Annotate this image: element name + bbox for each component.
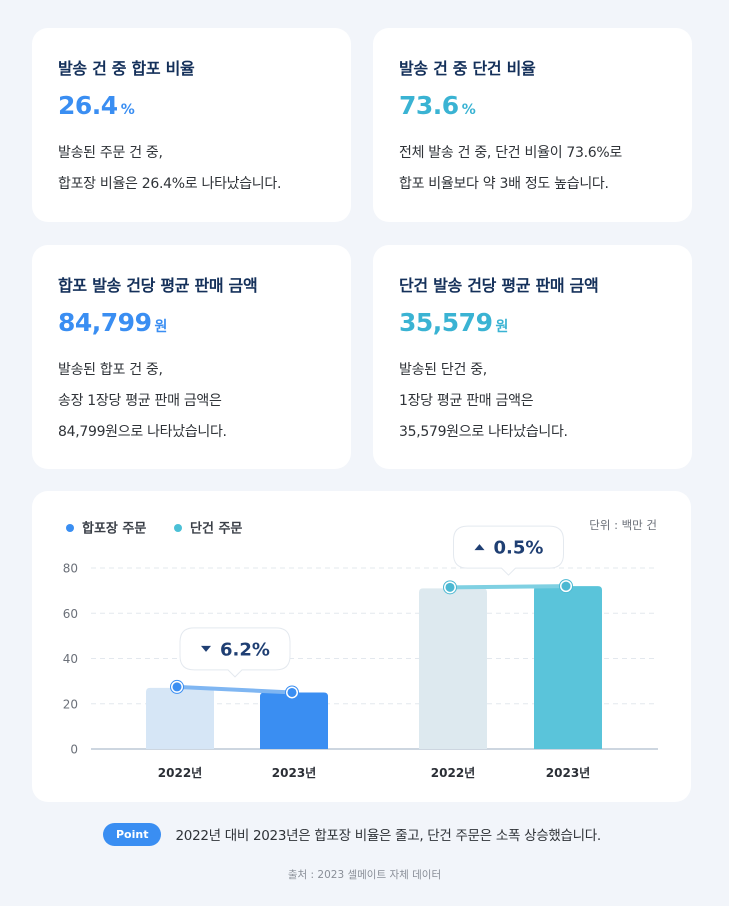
- card-combined-avg-amount: 합포 발송 건당 평균 판매 금액 84,799 원 발송된 합포 건 중, 송장…: [32, 245, 351, 469]
- desc-line: 합포 비율보다 약 3배 정도 높습니다.: [399, 176, 609, 192]
- value-number: 35,579: [399, 308, 493, 337]
- desc-line: 전체 발송 건 중, 단건 비율이 73.6%로: [399, 145, 622, 161]
- card-description: 발송된 주문 건 중, 합포장 비율은 26.4%로 나타났습니다.: [58, 138, 325, 200]
- order-bar-chart: 합포장 주문 단건 주문 단위 : 백만 건 0 20 40 60 80 2022년 2023년 6…: [63, 518, 658, 780]
- value-unit: 원: [154, 319, 168, 335]
- unit-label: 단위 : 백만 건: [589, 518, 657, 532]
- card-title: 단건 발송 건당 평균 판매 금액: [399, 276, 599, 295]
- y-tick-label: 40: [63, 652, 78, 666]
- change-callout: [453, 525, 564, 576]
- x-tick-label: 2023년: [546, 766, 590, 780]
- x-tick-label: 2023년: [272, 766, 316, 780]
- trend-line: [175, 684, 294, 695]
- card-title: 합포 발송 건당 평균 판매 금액: [58, 276, 258, 295]
- bar: [260, 692, 328, 749]
- card-title: 발송 건 중 단건 비율: [399, 59, 536, 78]
- y-tick-label: 80: [63, 562, 78, 576]
- point-badge: Point: [103, 822, 162, 846]
- legend-dot: [66, 524, 74, 532]
- desc-line: 84,799원으로 나타났습니다.: [58, 424, 227, 440]
- trend-point: [287, 687, 297, 697]
- card-single-avg-amount: 단건 발송 건당 평균 판매 금액 35,579 원 발송된 단건 중, 1장당 …: [373, 245, 692, 469]
- point-text: 2022년 대비 2023년은 합포장 비율은 줄고, 단건 주문은 소폭 상승…: [175, 828, 601, 844]
- change-label: 0.5%: [494, 538, 544, 559]
- value-number: 84,799: [58, 308, 152, 337]
- desc-line: 35,579원으로 나타났습니다.: [399, 424, 568, 440]
- source-note: 출처 : 2023 셀메이트 자체 데이터: [287, 869, 442, 881]
- card-description: 발송된 합포 건 중, 송장 1장당 평균 판매 금액은 84,799원으로 나…: [58, 355, 325, 448]
- value-unit: 원: [495, 319, 509, 335]
- trend-point: [445, 582, 455, 592]
- desc-line: 1장당 평균 판매 금액은: [399, 393, 534, 409]
- change-label: 6.2%: [220, 639, 270, 660]
- bar: [419, 588, 487, 749]
- value-unit: %: [461, 102, 476, 118]
- card-description: 전체 발송 건 중, 단건 비율이 73.6%로 합포 비율보다 약 3배 정도…: [399, 138, 666, 200]
- legend-label: 합포장 주문: [82, 521, 146, 537]
- card-value: 26.4%: [58, 91, 325, 120]
- card-combined-ratio: 발송 건 중 합포 비율 26.4% 발송된 주문 건 중, 합포장 비율은 2…: [32, 28, 351, 222]
- bar: [146, 687, 214, 749]
- y-tick-label: 0: [70, 743, 78, 757]
- desc-line: 발송된 주문 건 중,: [58, 145, 163, 161]
- card-value: 73.6%: [399, 91, 666, 120]
- desc-line: 발송된 단건 중,: [399, 362, 487, 378]
- legend-dot: [174, 524, 182, 532]
- arrow-up-icon: [474, 544, 485, 551]
- desc-line: 발송된 합포 건 중,: [58, 362, 163, 378]
- card-value: 35,579 원: [399, 308, 666, 337]
- y-tick-label: 60: [63, 607, 78, 621]
- legend-label: 단건 주문: [190, 521, 242, 537]
- arrow-down-icon: [201, 645, 211, 652]
- x-tick-label: 2022년: [158, 766, 202, 780]
- desc-line: 송장 1장당 평균 판매 금액은: [58, 393, 222, 409]
- value-number: 73.6: [399, 91, 459, 120]
- trend-line: [448, 584, 568, 590]
- card-single-ratio: 발송 건 중 단건 비율 73.6% 전체 발송 건 중, 단건 비율이 73.…: [373, 28, 692, 222]
- point-row: Point 2022년 대비 2023년은 합포장 비율은 줄고, 단건 주문은…: [103, 822, 601, 846]
- desc-line: 합포장 비율은 26.4%로 나타났습니다.: [58, 176, 282, 192]
- chart-card: 합포장 주문 단건 주문 단위 : 백만 건 0 20 40 60 80 2022년 2023년 6…: [32, 491, 691, 802]
- trend-point: [561, 581, 571, 591]
- card-value: 84,799 원: [58, 308, 325, 337]
- change-callout: [179, 627, 291, 678]
- card-title: 발송 건 중 합포 비율: [58, 59, 195, 78]
- x-tick-label: 2022년: [431, 766, 475, 780]
- value-number: 26.4: [58, 91, 118, 120]
- trend-point: [172, 682, 182, 692]
- value-unit: %: [120, 102, 135, 118]
- bar: [534, 586, 602, 749]
- y-tick-label: 20: [63, 697, 78, 711]
- card-description: 발송된 단건 중, 1장당 평균 판매 금액은 35,579원으로 나타났습니다…: [399, 355, 666, 448]
